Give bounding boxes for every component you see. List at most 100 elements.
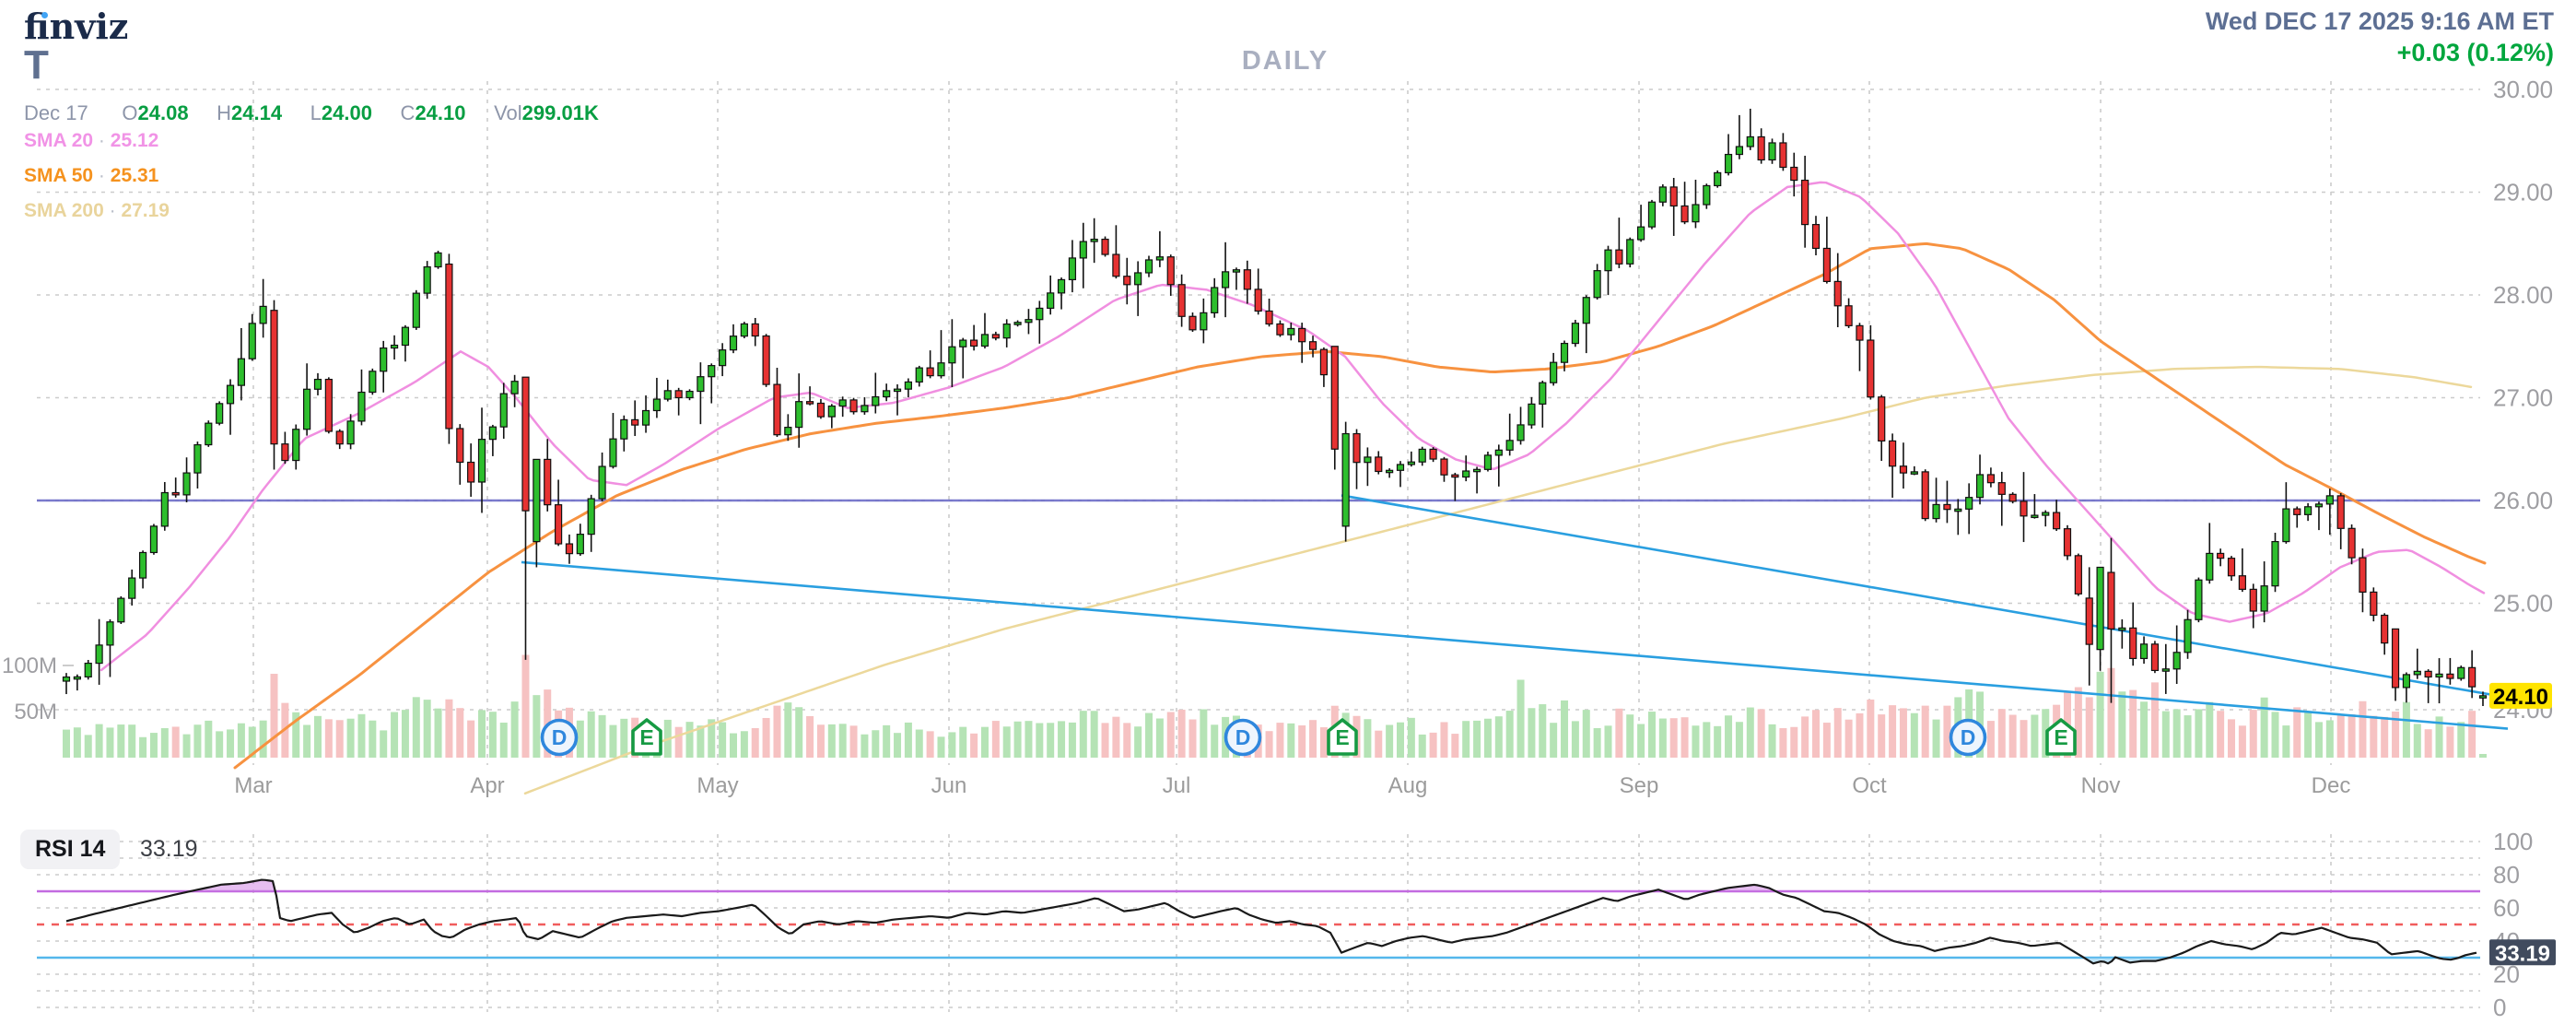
dividend-marker[interactable]: D [1949, 718, 1987, 757]
candle-body [1888, 440, 1897, 467]
last-price-badge: 24.10 [2489, 682, 2552, 710]
candle-body [1407, 461, 1415, 465]
volume-bar [193, 724, 202, 758]
volume-bar [1997, 709, 2006, 758]
volume-bar [1943, 705, 1951, 758]
volume-bar [1002, 726, 1011, 758]
volume-bar [827, 724, 836, 758]
candle-body [434, 252, 442, 268]
candle-body [948, 346, 956, 364]
candle-body [1550, 361, 1558, 383]
candle-body [2370, 591, 2378, 617]
month-label: Jul [1163, 773, 1191, 798]
candle-body [1036, 307, 1044, 321]
volume-bar [2446, 726, 2454, 758]
earnings-letter: E [1335, 725, 1349, 749]
candle-body [2031, 514, 2039, 519]
volume-bar [2096, 671, 2104, 758]
candle-body [445, 263, 453, 430]
candle-body [1002, 324, 1011, 339]
dividend-letter: D [1961, 725, 1976, 749]
candle-body [2424, 670, 2432, 678]
candle-body [2074, 555, 2082, 595]
candle-body [292, 429, 300, 462]
candle-body [1462, 470, 1470, 478]
candle-body [2227, 558, 2236, 577]
candle-body [1647, 201, 1657, 228]
candle-body [2042, 512, 2050, 516]
candle-body [2161, 668, 2170, 672]
candle-body [872, 395, 880, 406]
volume-bar [1407, 717, 1415, 758]
finviz-logo[interactable]: finviz [24, 6, 129, 47]
candle-body [1276, 323, 1284, 336]
volume-bar [2217, 711, 2225, 758]
candle-body [1626, 239, 1634, 265]
volume-bar [1550, 723, 1558, 758]
candle-body [2336, 495, 2345, 529]
candle-body [1451, 474, 1459, 478]
volume-bar [412, 697, 420, 758]
candle-body [1965, 497, 1973, 510]
volume-axis-label: 50M [14, 700, 57, 724]
volume-bar [2304, 712, 2313, 758]
price-axis-label: 29.00 [2493, 179, 2553, 206]
candle-body [2020, 500, 2028, 517]
volume-bar [1166, 712, 1175, 758]
candle-body [883, 390, 891, 398]
candle-body [620, 418, 628, 440]
candle-body [1177, 284, 1186, 317]
volume-bar [2228, 719, 2236, 758]
price-axis-label: 26.00 [2493, 487, 2553, 514]
dividend-marker[interactable]: D [540, 718, 579, 757]
volume-bar [1145, 712, 1153, 758]
volume-bar [2031, 714, 2039, 758]
candle-body [2271, 540, 2279, 587]
candle-body [401, 326, 410, 347]
volume-bar [499, 723, 508, 758]
volume-bar [1483, 718, 1492, 758]
volume-bar [2129, 689, 2137, 758]
candle-body [719, 349, 727, 367]
price-axis-label: 27.00 [2493, 384, 2553, 412]
candle-body [1910, 471, 1918, 475]
candle-body [1724, 153, 1733, 174]
volume-bar [95, 724, 103, 758]
rsi-indicator-badge[interactable]: RSI 14 [20, 830, 121, 869]
candle-body [2085, 597, 2093, 645]
volume-bar [2359, 700, 2367, 758]
candle-body [1735, 146, 1744, 156]
ohlc-quote-row: Dec 17 O 24.08 H 24.14 L 24.00 C 24.10 Vol 29… [24, 101, 599, 125]
earnings-marker[interactable]: E [1327, 718, 1358, 756]
volume-bar [510, 701, 519, 758]
volume-bar [1986, 721, 1995, 758]
volume-bar [2184, 715, 2192, 758]
volume-bar [970, 733, 978, 758]
candle-body [2303, 506, 2313, 515]
dividend-marker[interactable]: D [1224, 718, 1262, 757]
candle-body [521, 376, 530, 512]
volume-bar [1833, 708, 1842, 758]
earnings-shield-icon [1327, 718, 1358, 756]
candle-body [729, 336, 738, 351]
volume-bar [861, 734, 869, 758]
earnings-marker[interactable]: E [2045, 718, 2077, 756]
candle-body [1396, 464, 1405, 471]
volume-bar [1440, 722, 1448, 758]
volume-bar [467, 720, 475, 758]
candle-body [2282, 508, 2290, 543]
close-label: C [400, 101, 416, 124]
volume-bar [1123, 723, 1131, 758]
volume-bar [1582, 710, 1590, 758]
candle-body [1571, 323, 1579, 345]
candle-body [554, 504, 563, 545]
earnings-marker[interactable]: E [631, 718, 662, 756]
last-price-text: 24.10 [2493, 685, 2548, 710]
volume-bar [708, 719, 716, 758]
candle-body [1265, 310, 1273, 325]
volume-bar [2118, 691, 2126, 758]
volume-bar [2140, 701, 2149, 758]
candle-body [62, 676, 71, 682]
